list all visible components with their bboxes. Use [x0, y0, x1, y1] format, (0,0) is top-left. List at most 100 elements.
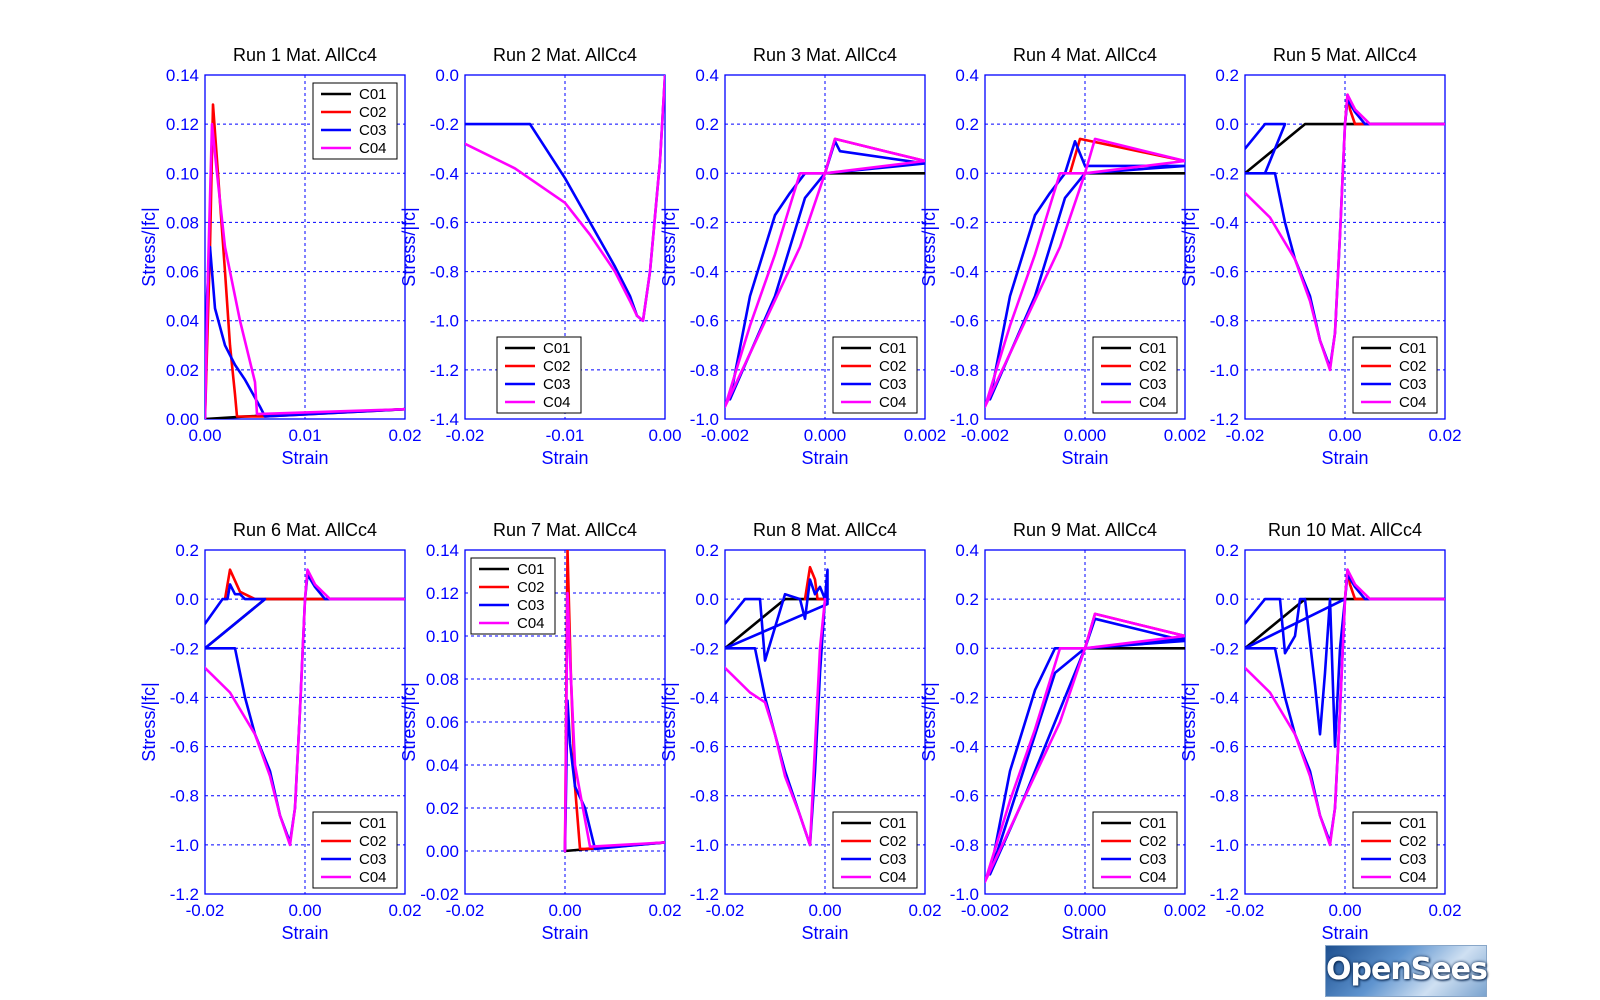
y-tick-label: -0.8 — [690, 787, 719, 806]
panel-title: Run 4 Mat. AllCc4 — [1013, 45, 1157, 65]
legend-label: C03 — [1399, 376, 1427, 393]
y-tick-label: 0.0 — [175, 590, 199, 609]
chart-panel-3: -1.0 -0.8 -0.6 -0.4 -0.2 0.0 0.2 0.4 -0.002 0.000… — [659, 45, 946, 468]
legend-label: C03 — [879, 851, 907, 868]
y-tick-label: -0.6 — [690, 738, 719, 757]
plot-frame — [204, 74, 406, 420]
legend-label: C01 — [543, 340, 571, 357]
y-tick-label: -0.8 — [430, 263, 459, 282]
x-tick-label: -0.02 — [446, 426, 485, 445]
y-tick-label: 0.04 — [426, 756, 459, 775]
panel-title: Run 2 Mat. AllCc4 — [493, 45, 637, 65]
legend-label: C01 — [1399, 340, 1427, 357]
series-group — [725, 565, 829, 847]
series-line-c04 — [563, 591, 665, 853]
y-tick-label: 0.14 — [166, 66, 199, 85]
y-tick-label: -1.0 — [950, 410, 979, 429]
x-tick-label: 0.000 — [1064, 901, 1107, 920]
legend-label: C01 — [879, 815, 907, 832]
y-tick-label: 0.14 — [426, 541, 459, 560]
y-tick-label: -0.4 — [950, 738, 979, 757]
y-tick-label: 0.0 — [695, 164, 719, 183]
y-tick-label: 0.04 — [166, 312, 199, 331]
y-tick-label: 0.08 — [426, 670, 459, 689]
x-tick-label: -0.002 — [701, 426, 749, 445]
legend-label: C01 — [359, 815, 387, 832]
y-tick-label: 0.2 — [175, 541, 199, 560]
series-group — [1245, 568, 1445, 847]
y-tick-label: -0.4 — [690, 263, 719, 282]
plot-frame — [724, 549, 926, 895]
y-tick-label: 0.2 — [955, 115, 979, 134]
series-line-c04 — [1245, 568, 1445, 847]
legend-label: C03 — [1139, 376, 1167, 393]
series-group — [985, 137, 1185, 409]
x-tick-label: -0.02 — [1226, 426, 1265, 445]
series-line-c01 — [725, 597, 827, 650]
legend-label: C04 — [517, 615, 545, 632]
series-group — [205, 568, 405, 847]
legend-label: C02 — [517, 579, 545, 596]
legend-label: C03 — [359, 122, 387, 139]
y-axis-label: Stress/|fc| — [399, 207, 419, 286]
y-tick-label: -1.2 — [1210, 885, 1239, 904]
plot-frame — [464, 549, 666, 895]
panel-title: Run 7 Mat. AllCc4 — [493, 520, 637, 540]
y-tick-label: -0.4 — [950, 263, 979, 282]
y-axis-label: Stress/|fc| — [919, 207, 939, 286]
x-axis-label: Strain — [541, 448, 588, 468]
y-tick-label: -0.8 — [1210, 787, 1239, 806]
x-tick-label: -0.002 — [961, 426, 1009, 445]
legend-label: C04 — [879, 394, 907, 411]
legend-label: C02 — [359, 104, 387, 121]
y-tick-label: -0.8 — [170, 787, 199, 806]
y-tick-label: 0.00 — [426, 842, 459, 861]
plot-frame — [984, 74, 1186, 420]
x-tick-label: 0.00 — [1328, 426, 1361, 445]
x-tick-label: 0.02 — [908, 901, 941, 920]
legend-label: C01 — [359, 86, 387, 103]
opensees-logo: OpenSees — [1325, 945, 1488, 997]
legend-box — [832, 811, 918, 889]
y-tick-label: -1.2 — [170, 885, 199, 904]
x-axis-label: Strain — [541, 923, 588, 943]
y-tick-label: 0.0 — [695, 590, 719, 609]
y-tick-label: 0.2 — [1215, 541, 1239, 560]
y-tick-label: 0.4 — [695, 66, 719, 85]
y-axis-label: Stress/|fc| — [399, 682, 419, 761]
y-axis-label: Stress/|fc| — [139, 207, 159, 286]
y-tick-label: -0.6 — [1210, 738, 1239, 757]
y-axis-label: Stress/|fc| — [659, 682, 679, 761]
panel-title: Run 6 Mat. AllCc4 — [233, 520, 377, 540]
legend-label: C04 — [879, 869, 907, 886]
legend-label: C02 — [359, 833, 387, 850]
legend-label: C04 — [359, 140, 387, 157]
series-line-c03 — [563, 699, 665, 853]
x-axis-label: Strain — [801, 923, 848, 943]
legend-label: C03 — [879, 376, 907, 393]
legend-label: C04 — [1399, 869, 1427, 886]
plot-frame — [1244, 549, 1446, 895]
plot-frame — [204, 549, 406, 895]
chart-panel-10: -1.2 -1.0 -0.8 -0.6 -0.4 -0.2 0.0 0.2 -0.02 0.00 0… — [1179, 520, 1462, 943]
y-tick-label: 0.10 — [426, 627, 459, 646]
chart-panel-2: -1.4 -1.2 -1.0 -0.8 -0.6 -0.4 -0.2 0.0 -0.02 -0.0… — [399, 45, 682, 468]
legend-box — [832, 336, 918, 414]
x-tick-label: 0.00 — [648, 426, 681, 445]
legend-label: C03 — [1139, 851, 1167, 868]
y-tick-label: 0.0 — [955, 639, 979, 658]
legend-label: C04 — [1139, 869, 1167, 886]
y-tick-label: -0.4 — [430, 164, 459, 183]
y-tick-label: 0.00 — [166, 410, 199, 429]
series-line-c04 — [725, 597, 827, 847]
y-tick-label: -0.6 — [430, 213, 459, 232]
legend-label: C03 — [1399, 851, 1427, 868]
panel-title: Run 8 Mat. AllCc4 — [753, 520, 897, 540]
x-tick-label: 0.02 — [388, 901, 421, 920]
y-tick-label: -0.2 — [170, 639, 199, 658]
